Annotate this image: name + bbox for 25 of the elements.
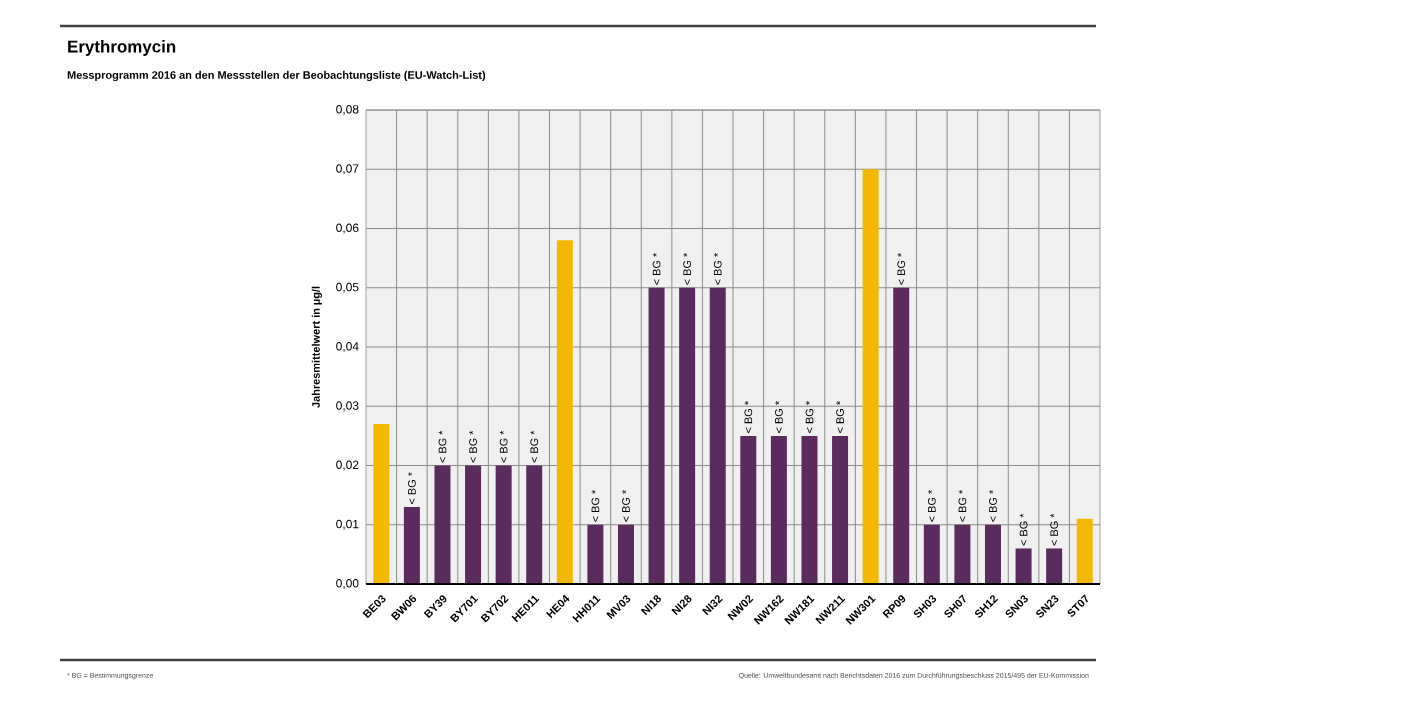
bar xyxy=(1046,548,1063,584)
bar xyxy=(648,287,665,584)
bar xyxy=(556,240,573,584)
bar xyxy=(923,524,940,584)
bar xyxy=(709,287,726,584)
bar xyxy=(954,524,971,584)
bar xyxy=(1015,548,1032,584)
bar xyxy=(373,424,390,584)
bar xyxy=(617,524,634,584)
bar xyxy=(434,465,451,584)
bar xyxy=(801,435,818,584)
bar xyxy=(1076,518,1093,584)
bar xyxy=(832,435,849,584)
bar xyxy=(679,287,696,584)
bar xyxy=(587,524,604,584)
bar xyxy=(984,524,1001,584)
bar xyxy=(770,435,787,584)
bar xyxy=(526,465,543,584)
bar xyxy=(740,435,757,584)
bar xyxy=(862,169,879,584)
bar xyxy=(465,465,482,584)
bar xyxy=(495,465,512,584)
bar xyxy=(403,506,420,584)
bar xyxy=(893,287,910,584)
text: Erythromycin xyxy=(68,40,176,56)
